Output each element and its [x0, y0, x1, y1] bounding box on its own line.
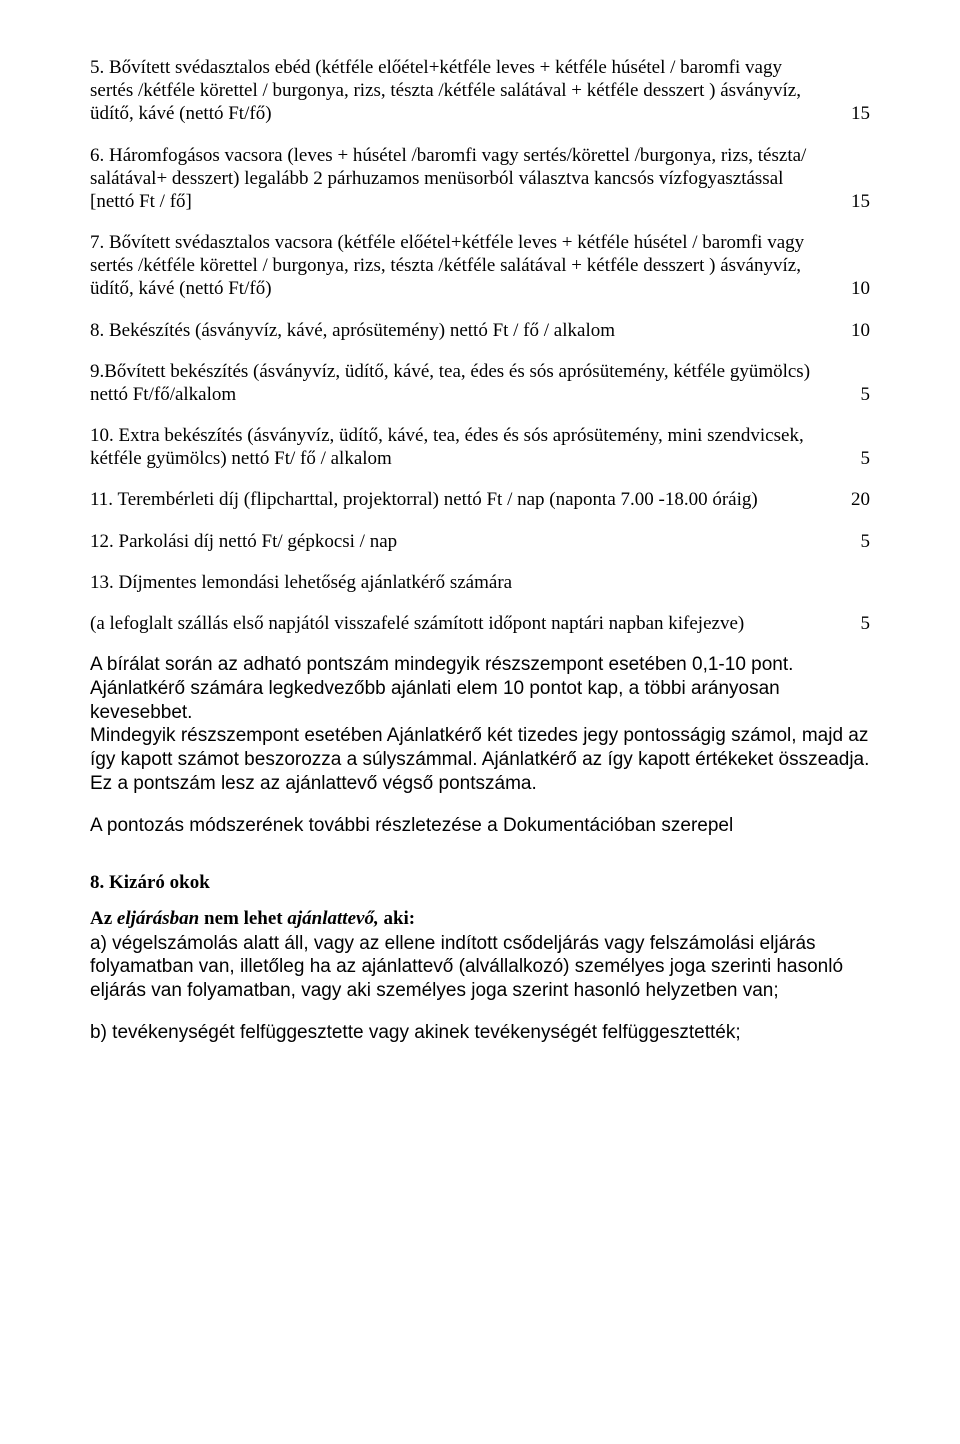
item-text: 8. Bekészítés (ásványvíz, kávé, aprósüte…: [90, 319, 842, 342]
list-item: 11. Terembérleti díj (flipcharttal, proj…: [90, 488, 870, 511]
text-fragment: nem lehet: [199, 908, 287, 929]
scoring-explanation: A bírálat során az adható pontszám minde…: [90, 653, 870, 796]
item-weight: 5: [842, 383, 870, 406]
section-8-title: 8. Kizáró okok: [90, 871, 870, 894]
list-item: 9.Bővített bekészítés (ásványvíz, üdítő,…: [90, 360, 870, 406]
item-weight: 20: [842, 488, 870, 511]
item-13-sub: (a lefoglalt szállás első napjától vissz…: [90, 612, 870, 635]
item-text: 5. Bővített svédasztalos ebéd (kétféle e…: [90, 56, 842, 126]
item-weight: 5: [842, 612, 870, 635]
list-item: 10. Extra bekészítés (ásványvíz, üdítő, …: [90, 424, 870, 470]
item-weight: 5: [842, 447, 870, 470]
list-item: 8. Bekészítés (ásványvíz, kávé, aprósüte…: [90, 319, 870, 342]
item-weight: 15: [842, 190, 870, 213]
item-weight: 5: [842, 530, 870, 553]
list-item: 12. Parkolási díj nettó Ft/ gépkocsi / n…: [90, 530, 870, 553]
document-page: 5. Bővített svédasztalos ebéd (kétféle e…: [0, 0, 960, 1101]
item-weight: 10: [842, 319, 870, 342]
item-text: 9.Bővített bekészítés (ásványvíz, üdítő,…: [90, 360, 842, 406]
item-text: 12. Parkolási díj nettó Ft/ gépkocsi / n…: [90, 530, 842, 553]
list-item: 6. Háromfogásos vacsora (leves + húsétel…: [90, 144, 870, 214]
text-fragment: Az: [90, 908, 117, 929]
list-item: 7. Bővített svédasztalos vacsora (kétfél…: [90, 231, 870, 301]
item-13-heading: 13. Díjmentes lemondási lehetőség ajánla…: [90, 571, 870, 594]
scoring-note: A pontozás módszerének további részletez…: [90, 814, 870, 838]
item-weight: 10: [842, 277, 870, 300]
item-weight: 15: [842, 102, 870, 125]
item-text: 7. Bővített svédasztalos vacsora (kétfél…: [90, 231, 842, 301]
item-text: (a lefoglalt szállás első napjától vissz…: [90, 612, 842, 635]
item-text: 10. Extra bekészítés (ásványvíz, üdítő, …: [90, 424, 842, 470]
text-emphasis: eljárásban: [117, 908, 199, 929]
item-text: 6. Háromfogásos vacsora (leves + húsétel…: [90, 144, 842, 214]
section-8-item-b: b) tevékenységét felfüggesztette vagy ak…: [90, 1021, 870, 1045]
text-fragment: aki:: [379, 908, 415, 929]
section-8-item-a: a) végelszámolás alatt áll, vagy az elle…: [90, 932, 870, 1003]
section-8: 8. Kizáró okok Az eljárásban nem lehet a…: [90, 871, 870, 1044]
section-8-subline: Az eljárásban nem lehet ajánlattevő, aki…: [90, 907, 870, 930]
list-item: 5. Bővített svédasztalos ebéd (kétféle e…: [90, 56, 870, 126]
text-emphasis: ajánlattevő,: [287, 908, 378, 929]
item-text: 11. Terembérleti díj (flipcharttal, proj…: [90, 488, 842, 511]
